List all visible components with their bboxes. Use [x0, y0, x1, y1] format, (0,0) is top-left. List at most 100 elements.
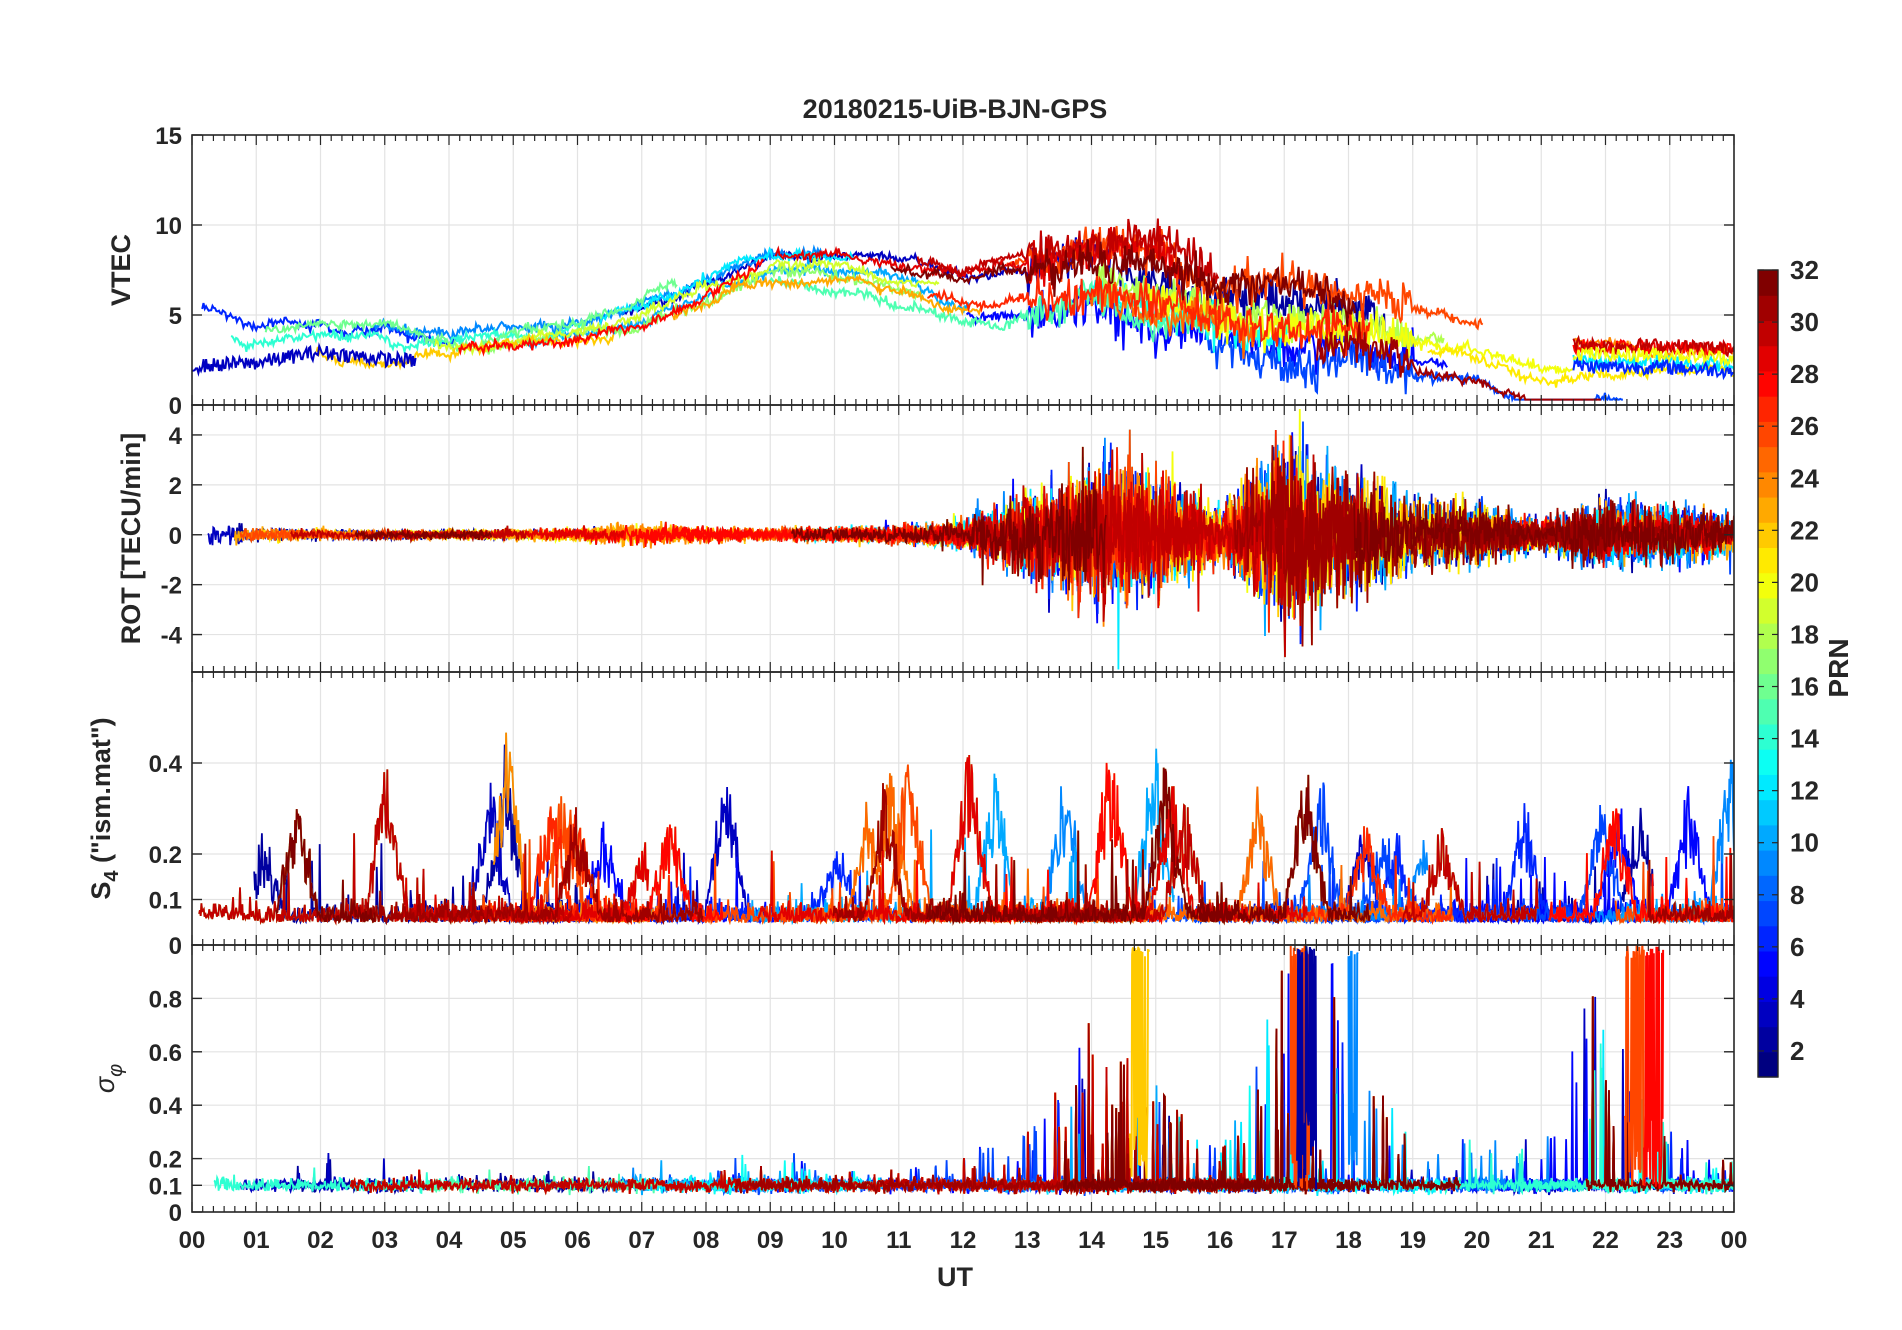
vtec-trace-prn17: [478, 262, 924, 355]
data-traces: [192, 218, 1734, 403]
sigma-burst-prn22: [1129, 946, 1151, 1179]
colorbar-cell: [1758, 976, 1778, 1002]
y-tick-label: 0.8: [149, 986, 182, 1013]
colorbar-cell: [1758, 850, 1778, 876]
y-tick-label: 15: [155, 123, 182, 150]
colorbar-label: PRN: [1823, 638, 1854, 697]
vtec-trace-prn32: [890, 239, 1357, 327]
x-tick-label: 22: [1592, 1227, 1619, 1254]
s4-trace-prn28: [1548, 808, 1734, 925]
vtec-trace-prn3: [192, 342, 417, 377]
colorbar-tick-label: 20: [1790, 567, 1819, 597]
sigma-trace-prn25: [734, 1023, 1105, 1197]
y-axis: -4 -2 0 2 4: [161, 423, 1734, 650]
sigma-trace-prn22: [734, 1023, 1105, 1197]
colorbar-cell: [1758, 1051, 1778, 1078]
s4-trace-prn31: [363, 807, 704, 926]
sigma-burst-prn2: [1296, 946, 1318, 1190]
colorbar-cell: [1758, 673, 1778, 700]
rot-trace-prn32: [791, 446, 1107, 591]
colorbar-tick-label: 32: [1790, 255, 1819, 285]
colorbar-tick-label: 2: [1790, 1036, 1804, 1066]
colorbar-cell: [1758, 900, 1778, 927]
y-axis: 00.10.2 0.4 0.6 0.8: [149, 986, 1734, 1227]
rot-trace-prn32: [1353, 492, 1734, 588]
sigma-trace-prn19: [734, 1023, 1105, 1197]
sigma-phi-panel: 00.10.2 0.4 0.6 0.8 σφ: [90, 944, 1735, 1227]
colorbar-cell: [1758, 471, 1778, 498]
colorbar-tick-label: 18: [1790, 619, 1819, 649]
y-tick-label: -2: [161, 573, 182, 600]
y-tick-label: 0.4: [149, 751, 183, 778]
vtec-trace-prn20: [1572, 345, 1734, 367]
vtec-trace-prn23: [672, 273, 982, 321]
s4-panel: 0 0.1 0.2 0.4 S4 ("ism.mat"): [86, 671, 1735, 960]
x-tick-label: 05: [500, 1227, 527, 1254]
data-traces: [213, 945, 1734, 1197]
x-tick-labels: 00 01 02 03 04 05 06 07 08 09 10 11 12 13 14 15 16 17 18 19…: [179, 1227, 1748, 1254]
colorbar-tick-label: 26: [1790, 411, 1819, 441]
colorbar-cell: [1758, 774, 1778, 801]
colorbar-tick-label: 8: [1790, 880, 1804, 910]
colorbar-cell: [1758, 950, 1778, 977]
colorbar-cell: [1758, 547, 1778, 574]
colorbar-tick-label: 10: [1790, 828, 1819, 858]
x-ticks: [191, 945, 1735, 1212]
x-ticks: [191, 672, 1735, 945]
y-tick-label: 0.1: [149, 888, 182, 915]
colorbar-cell: [1758, 1026, 1778, 1053]
colorbar-cell: [1758, 522, 1778, 549]
s4-trace-prn31: [832, 783, 1129, 925]
y-axis-label: S4 ("ism.mat"): [86, 717, 123, 899]
colorbar-cell: [1758, 824, 1778, 851]
x-tick-label: 02: [307, 1227, 334, 1254]
x-ticks: [191, 405, 1735, 672]
x-tick-label: 18: [1335, 1227, 1362, 1254]
colorbar-cell: [1758, 421, 1778, 448]
colorbar-cell: [1758, 623, 1778, 649]
rot-panel: -4 -2 0 2 4 ROT [TECU/min]: [116, 404, 1735, 673]
y-tick-label: 0.6: [149, 1040, 182, 1067]
colorbar-cell: [1758, 723, 1778, 750]
colorbar-tick-label: 6: [1790, 932, 1804, 962]
colorbar-tick-label: 12: [1790, 776, 1819, 806]
y-tick-label: 0: [169, 933, 182, 960]
x-tick-label: 23: [1656, 1227, 1683, 1254]
sigma-burst-prn26: [1623, 945, 1645, 1186]
rot-trace-prn32: [354, 526, 493, 542]
colorbar-tick-label: 16: [1790, 672, 1819, 702]
y-tick-label: 0.2: [149, 842, 182, 869]
y-tick-label: 0.2: [149, 1147, 182, 1174]
colorbar-cell: [1758, 597, 1778, 624]
y-axis-label: σφ: [90, 1064, 127, 1093]
vtec-trace-prn30: [1572, 334, 1734, 358]
s4-trace-prn30: [1401, 827, 1540, 925]
x-tick-label: 09: [757, 1227, 784, 1254]
x-tick-label: 15: [1142, 1227, 1169, 1254]
s4-trace-prn32: [275, 809, 376, 924]
x-tick-label: 06: [564, 1227, 591, 1254]
sigma-trace-prn28: [734, 1023, 1105, 1197]
sigma-trace-prn16: [734, 1023, 1105, 1197]
y-tick-label: -4: [161, 623, 183, 650]
x-tick-label: 00: [179, 1227, 206, 1254]
sigma-burst-prn28: [1643, 946, 1665, 1189]
rot-trace-prn24: [1027, 457, 1284, 627]
colorbar-tick-label: 24: [1790, 463, 1819, 493]
y-axis: 0 0.1 0.2 0.4: [149, 751, 1734, 960]
colorbar-tick-label: 22: [1790, 515, 1819, 545]
vtec-trace-prn6: [1572, 356, 1734, 381]
x-tick-label: 07: [628, 1227, 655, 1254]
colorbar-cell: [1758, 1001, 1778, 1028]
y-tick-label: 0: [169, 523, 182, 550]
sigma-trace-prn31: [734, 1023, 1105, 1197]
x-tick-label: 00: [1721, 1227, 1748, 1254]
x-tick-label: 17: [1271, 1227, 1298, 1254]
x-tick-label: 01: [243, 1227, 270, 1254]
y-tick-label: 4: [169, 423, 183, 450]
colorbar-cell: [1758, 875, 1778, 902]
x-tick-label: 14: [1078, 1227, 1105, 1254]
colorbar-cell: [1758, 799, 1778, 826]
